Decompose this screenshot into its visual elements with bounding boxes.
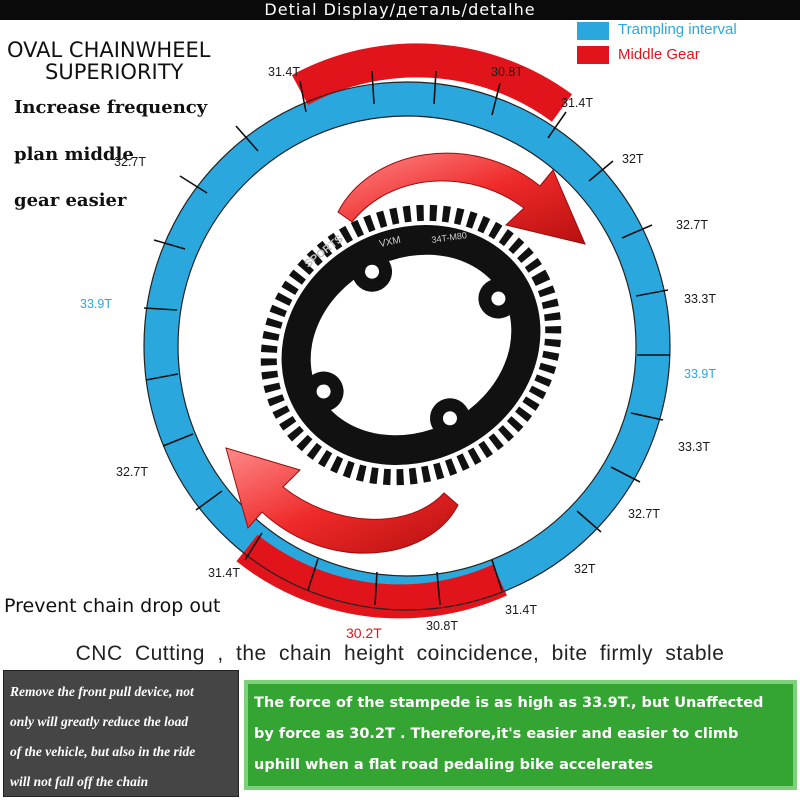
rotation-arrow-top (337, 152, 586, 245)
tooth-label-bottom-left-31-4: 31.4T (208, 566, 240, 580)
tooth-label-left-32-7-lower: 32.7T (116, 465, 148, 479)
stampede-force-note-line-3: uphill when a flat road pedaling bike ac… (254, 757, 654, 773)
headline-line1: OVAL CHAINWHEEL (7, 38, 211, 62)
front-pull-note-line-1: Remove the front pull device, not (10, 684, 194, 699)
header-title: Detial Display/деталь/detalhe (264, 0, 536, 19)
front-pull-note-text: Remove the front pull device, not only w… (10, 677, 234, 797)
legend-swatch-blue (577, 22, 609, 40)
header-bar: Detial Display/деталь/detalhe (0, 0, 800, 20)
cnc-cutting-caption: CNC Cutting , the chain height coinciden… (75, 642, 725, 665)
tooth-label-top-right-30-8: 30.8T (491, 65, 523, 79)
chainring-spec-text: 34T-M80 (431, 230, 468, 245)
front-pull-note-box: Remove the front pull device, not only w… (3, 670, 239, 797)
tooth-label-top-left-31-4: 31.4T (268, 65, 300, 79)
benefit-3: gear easier (14, 190, 127, 211)
stampede-force-note-box: The force of the stampede is as high as … (244, 680, 797, 790)
rotation-arrow-bottom (225, 447, 459, 554)
headline-line2: SUPERIORITY (45, 60, 184, 84)
chainring-brand-text: VXM (378, 235, 401, 250)
ring-ticks (143, 70, 670, 606)
front-pull-note-line-3: of the vehicle, but also in the ride (10, 744, 196, 759)
benefit-2: plan middle (14, 144, 134, 165)
tooth-label-right-32-lower: 32T (574, 562, 596, 576)
tooth-label-right-33-3: 33.3T (684, 292, 716, 306)
tooth-label-right-32: 32T (622, 152, 644, 166)
tooth-label-left-32-7: 32.7T (114, 155, 146, 169)
tooth-label-top-right-31-4: 31.4T (561, 96, 593, 110)
legend-label-trampling: Trampling interval (618, 21, 737, 38)
legend-label-middle-gear: Middle Gear (618, 46, 700, 63)
legend-swatch-red (577, 46, 609, 64)
tooth-label-right-32-7-lower: 32.7T (628, 507, 660, 521)
tooth-label-right-33-9: 33.9T (684, 367, 716, 381)
tooth-label-bottom-30-2: 30.2T (346, 625, 382, 641)
prevent-chain-drop-heading: Prevent chain drop out (4, 595, 221, 617)
front-pull-note-line-2: only will greatly reduce the load (10, 714, 189, 729)
tooth-label-bottom-right-31-4: 31.4T (505, 603, 537, 617)
front-pull-note-line-4: will not fall off the chain (10, 774, 149, 789)
stampede-force-note-text: The force of the stampede is as high as … (254, 688, 791, 781)
ring-inner-edge (177, 115, 637, 577)
tooth-label-top-30-2: 30.2T (419, 47, 455, 63)
oval-chainring (260, 204, 562, 486)
oval-ring-diagram: VXM 34T-M80 SPORTS (143, 43, 671, 619)
tooth-label-bottom-30-8: 30.8T (426, 619, 458, 633)
tooth-label-left-33-9: 33.9T (80, 297, 112, 311)
ring-red-top (291, 43, 573, 122)
ring-outer-edge (143, 81, 671, 611)
stampede-force-note-line-2: by force as 30.2T . Therefore,it's easie… (254, 726, 739, 742)
stampede-force-note-line-1: The force of the stampede is as high as … (254, 695, 764, 711)
tooth-label-right-33-3-lower: 33.3T (678, 440, 710, 454)
ring-red-bottom (236, 534, 507, 619)
tooth-label-right-32-7: 32.7T (676, 218, 708, 232)
benefit-1: Increase frequency (14, 97, 208, 118)
